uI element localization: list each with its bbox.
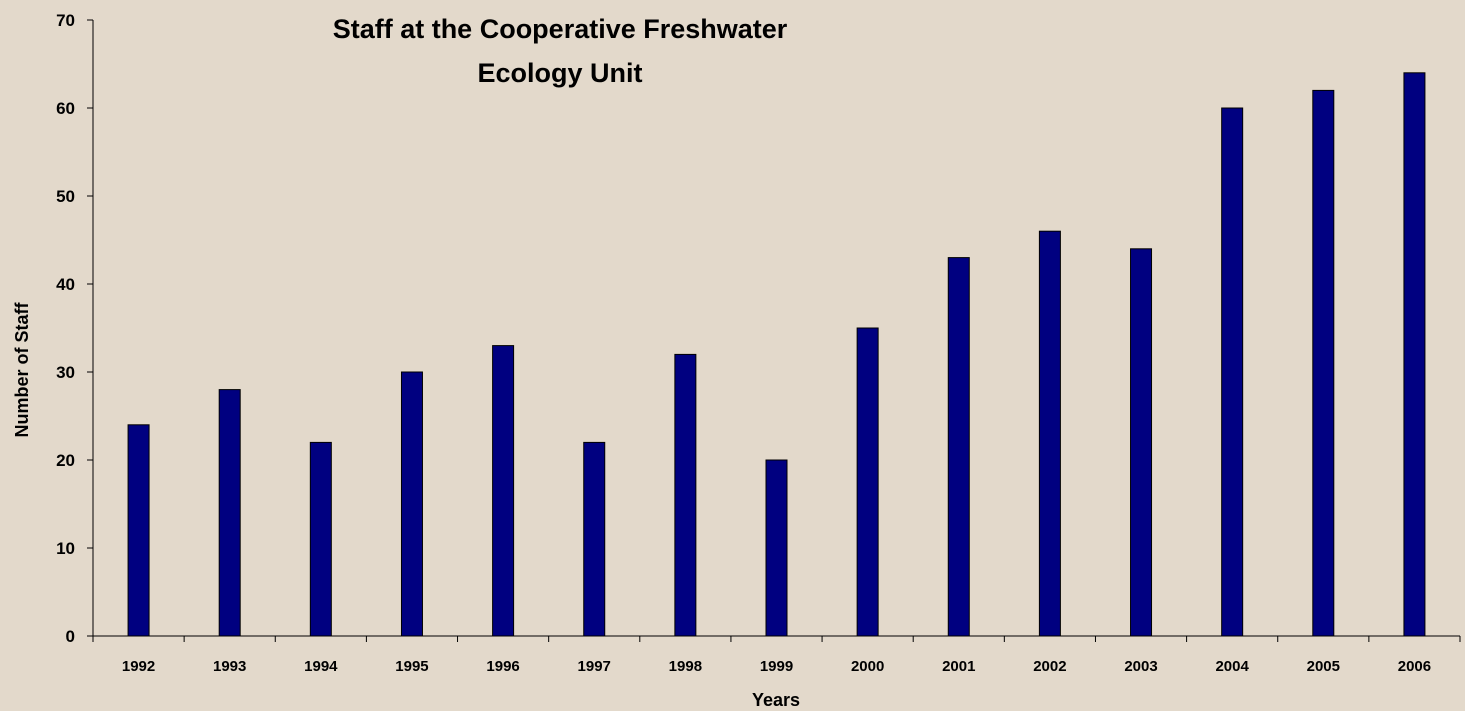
- chart-title-line2: Ecology Unit: [477, 58, 642, 88]
- bar-1997: [583, 441, 606, 637]
- x-tick-label: 2002: [1033, 658, 1066, 675]
- bar-1996: [492, 345, 515, 637]
- bar-1992: [127, 424, 150, 637]
- x-tick-label: 1998: [669, 658, 702, 675]
- bar-1994: [309, 441, 332, 637]
- y-ticks-group: 0 10 20 30 40 50 60 70: [56, 11, 93, 646]
- x-ticks-group: 1992 1993 1994 1995 1996 1997 1998 1999 2000 2001…: [92, 636, 1461, 675]
- x-tick-label: 2003: [1124, 658, 1157, 675]
- y-axis-label: Number of Staff: [12, 301, 32, 437]
- y-tick-label: 30: [56, 363, 75, 382]
- bar-1993: [218, 389, 241, 637]
- y-tick-label: 70: [56, 11, 75, 30]
- x-tick-label: 2000: [851, 658, 884, 675]
- x-tick-label: 1993: [213, 658, 246, 675]
- y-tick-label: 40: [56, 275, 75, 294]
- chart-title-line1: Staff at the Cooperative Freshwater: [333, 14, 788, 44]
- bar-2004: [1221, 107, 1244, 637]
- x-tick-label: 1992: [122, 658, 155, 675]
- bar-2002: [1038, 230, 1061, 637]
- x-tick-label: 1995: [395, 658, 428, 675]
- bar-2005: [1312, 89, 1335, 637]
- bar-2001: [947, 257, 970, 637]
- x-tick-label: 1999: [760, 658, 793, 675]
- x-tick-label: 1996: [486, 658, 519, 675]
- y-tick-label: 60: [56, 99, 75, 118]
- x-tick-label: 2001: [942, 658, 975, 675]
- x-tick-label: 1994: [304, 658, 338, 675]
- x-axis-label: Years: [752, 690, 800, 710]
- y-tick-label: 20: [56, 451, 75, 470]
- x-tick-label: 1997: [578, 658, 611, 675]
- bar-1995: [400, 371, 423, 637]
- bar-1998: [674, 353, 697, 637]
- bar-2000: [856, 327, 879, 637]
- y-tick-label: 50: [56, 187, 75, 206]
- y-tick-label: 10: [56, 539, 75, 558]
- x-tick-label: 2006: [1398, 658, 1431, 675]
- bar-2003: [1130, 248, 1153, 637]
- x-tick-label: 2005: [1307, 658, 1340, 675]
- x-tick-label: 2004: [1215, 658, 1249, 675]
- bar-2006: [1403, 72, 1426, 637]
- bars-group: [127, 72, 1426, 637]
- bar-1999: [765, 459, 788, 637]
- y-tick-label: 0: [66, 627, 75, 646]
